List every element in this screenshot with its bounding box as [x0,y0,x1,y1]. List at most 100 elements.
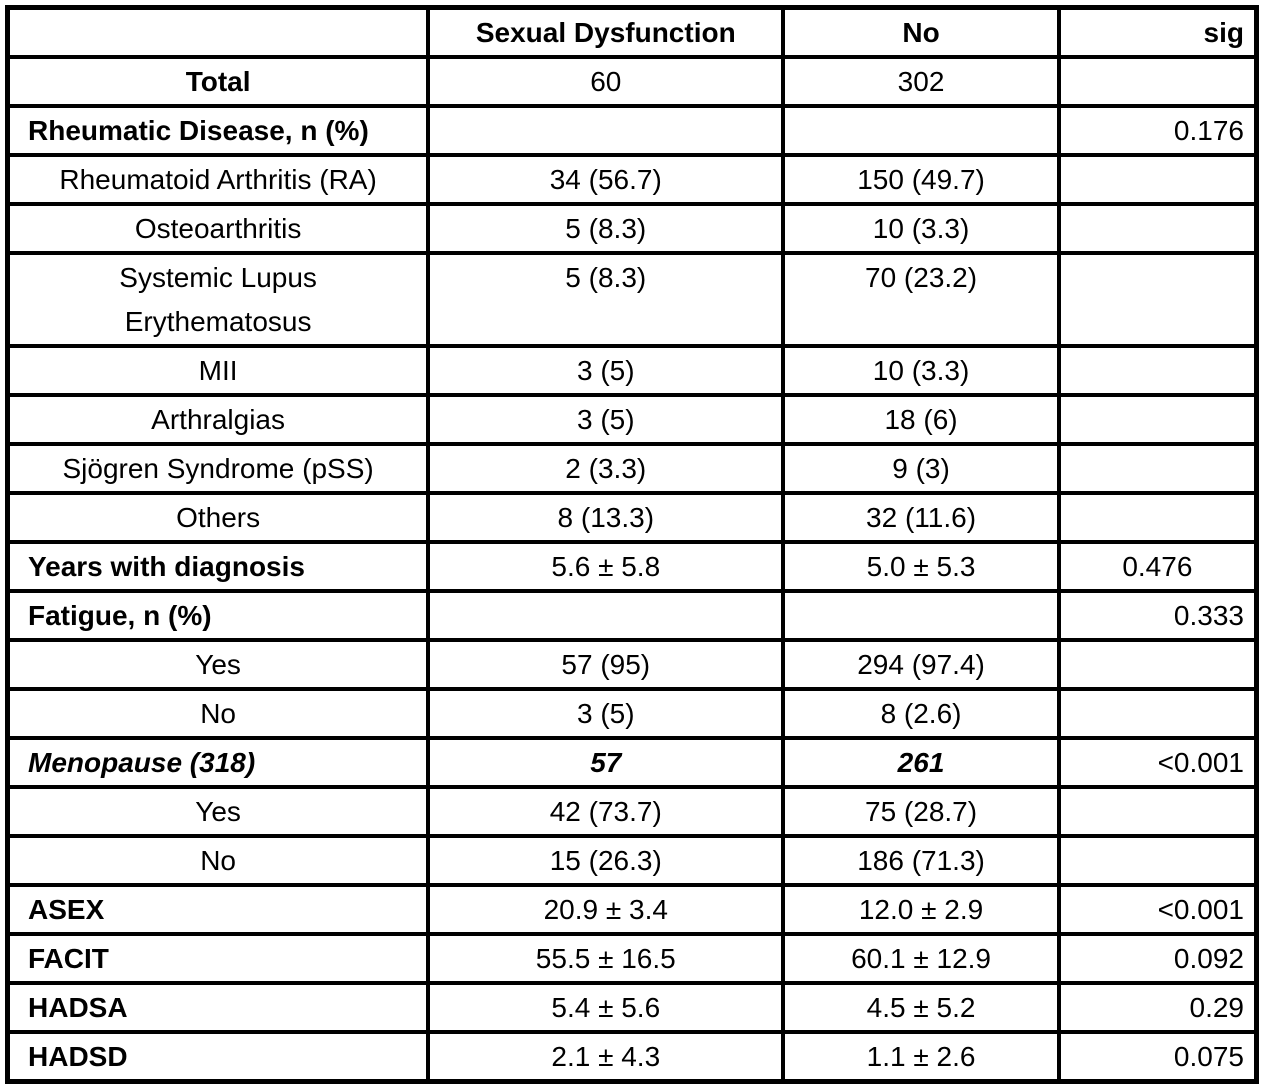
sig-value-cell [1056,638,1259,691]
column-header-sig: sig [1056,5,1259,59]
row-label-cell: Rheumatic Disease, n (%) [5,104,431,157]
table-row: Menopause (318) 57 261 <0.001 [5,736,1259,789]
sexual-dysfunction-value-cell: 5.4 ± 5.6 [426,981,786,1034]
table-row: Others 8 (13.3) 32 (11.6) [5,491,1259,544]
row-label-cell: Others [5,491,431,544]
table-row: Rheumatoid Arthritis (RA) 34 (56.7) 150 (4… [5,153,1259,206]
table-row: Osteoarthritis 5 (8.3) 10 (3.3) [5,202,1259,255]
no-value-cell: 8 (2.6) [781,687,1061,740]
sexual-dysfunction-value-cell: 8 (13.3) [426,491,786,544]
sig-value-cell [1056,251,1259,348]
table-body: Total 60 302 Rheumatic Disease, n (%) 0.176 R… [5,55,1259,1084]
table-row: MII 3 (5) 10 (3.3) [5,344,1259,397]
sexual-dysfunction-value-cell: 60 [426,55,786,108]
sig-value-cell [1056,491,1259,544]
no-value-cell: 1.1 ± 2.6 [781,1030,1061,1084]
sexual-dysfunction-value-cell: 3 (5) [426,393,786,446]
row-label-cell: Yes [5,785,431,838]
sig-value-cell [1056,393,1259,446]
sig-value-cell: 0.075 [1056,1030,1259,1084]
table-row: HADSD 2.1 ± 4.3 1.1 ± 2.6 0.075 [5,1030,1259,1084]
row-label-cell: Yes [5,638,431,691]
statistics-table: Sexual Dysfunction No sig Total 60 302 Rheu… [5,5,1259,1084]
table-row: No 3 (5) 8 (2.6) [5,687,1259,740]
sexual-dysfunction-value-cell: 3 (5) [426,687,786,740]
sexual-dysfunction-value-cell: 42 (73.7) [426,785,786,838]
table-row: Yes 42 (73.7) 75 (28.7) [5,785,1259,838]
table-row: Fatigue, n (%) 0.333 [5,589,1259,642]
sexual-dysfunction-value-cell: 57 (95) [426,638,786,691]
sig-value-cell [1056,202,1259,255]
table-row: Sjögren Syndrome (pSS) 2 (3.3) 9 (3) [5,442,1259,495]
table-row: Total 60 302 [5,55,1259,108]
column-header-sexual-dysfunction: Sexual Dysfunction [426,5,786,59]
table-row: Yes 57 (95) 294 (97.4) [5,638,1259,691]
sexual-dysfunction-value-cell: 5 (8.3) [426,202,786,255]
no-value-cell: 302 [781,55,1061,108]
sig-value-cell [1056,55,1259,108]
no-value-cell: 32 (11.6) [781,491,1061,544]
row-label-cell: HADSD [5,1030,431,1084]
no-value-cell: 10 (3.3) [781,202,1061,255]
no-value-cell: 261 [781,736,1061,789]
row-label-cell: Fatigue, n (%) [5,589,431,642]
sexual-dysfunction-value-cell: 34 (56.7) [426,153,786,206]
table-row: No 15 (26.3) 186 (71.3) [5,834,1259,887]
sexual-dysfunction-value-cell [426,589,786,642]
row-label-cell: Arthralgias [5,393,431,446]
no-value-cell: 75 (28.7) [781,785,1061,838]
row-label-cell: Systemic Lupus Erythematosus [5,251,431,348]
row-label-cell: No [5,834,431,887]
sexual-dysfunction-value-cell: 2 (3.3) [426,442,786,495]
table-row: HADSA 5.4 ± 5.6 4.5 ± 5.2 0.29 [5,981,1259,1034]
row-label-cell: Rheumatoid Arthritis (RA) [5,153,431,206]
table-row: Systemic Lupus Erythematosus 5 (8.3) 70 (2… [5,251,1259,348]
no-value-cell [781,589,1061,642]
row-label-cell: Years with diagnosis [5,540,431,593]
sig-value-cell: 0.333 [1056,589,1259,642]
row-label-cell: ASEX [5,883,431,936]
no-value-cell: 9 (3) [781,442,1061,495]
sexual-dysfunction-value-cell: 2.1 ± 4.3 [426,1030,786,1084]
sig-value-cell: <0.001 [1056,736,1259,789]
row-label-cell: FACIT [5,932,431,985]
no-value-cell: 5.0 ± 5.3 [781,540,1061,593]
sexual-dysfunction-value-cell: 15 (26.3) [426,834,786,887]
row-label-cell: Osteoarthritis [5,202,431,255]
row-label-cell: MII [5,344,431,397]
sig-value-cell [1056,834,1259,887]
no-value-cell: 150 (49.7) [781,153,1061,206]
row-label-cell: Total [5,55,431,108]
sig-value-cell [1056,442,1259,495]
sig-value-cell [1056,687,1259,740]
sig-value-cell: <0.001 [1056,883,1259,936]
sexual-dysfunction-value-cell: 20.9 ± 3.4 [426,883,786,936]
sig-value-cell [1056,785,1259,838]
corner-header-cell [5,5,431,59]
column-header-no: No [781,5,1061,59]
sexual-dysfunction-value-cell [426,104,786,157]
row-label-cell: No [5,687,431,740]
sexual-dysfunction-value-cell: 57 [426,736,786,789]
no-value-cell: 12.0 ± 2.9 [781,883,1061,936]
no-value-cell: 294 (97.4) [781,638,1061,691]
sexual-dysfunction-value-cell: 3 (5) [426,344,786,397]
sig-value-cell: 0.476 [1056,540,1259,593]
no-value-cell [781,104,1061,157]
sig-value-cell: 0.092 [1056,932,1259,985]
no-value-cell: 4.5 ± 5.2 [781,981,1061,1034]
sig-value-cell [1056,344,1259,397]
sig-value-cell: 0.176 [1056,104,1259,157]
header-row: Sexual Dysfunction No sig [5,5,1259,59]
sig-value-cell [1056,153,1259,206]
sexual-dysfunction-value-cell: 55.5 ± 16.5 [426,932,786,985]
table-row: Years with diagnosis 5.6 ± 5.8 5.0 ± 5.3 0.… [5,540,1259,593]
row-label-cell: Menopause (318) [5,736,431,789]
sig-value-cell: 0.29 [1056,981,1259,1034]
no-value-cell: 70 (23.2) [781,251,1061,348]
table-row: FACIT 55.5 ± 16.5 60.1 ± 12.9 0.092 [5,932,1259,985]
sexual-dysfunction-value-cell: 5.6 ± 5.8 [426,540,786,593]
row-label-cell: HADSA [5,981,431,1034]
no-value-cell: 60.1 ± 12.9 [781,932,1061,985]
no-value-cell: 18 (6) [781,393,1061,446]
